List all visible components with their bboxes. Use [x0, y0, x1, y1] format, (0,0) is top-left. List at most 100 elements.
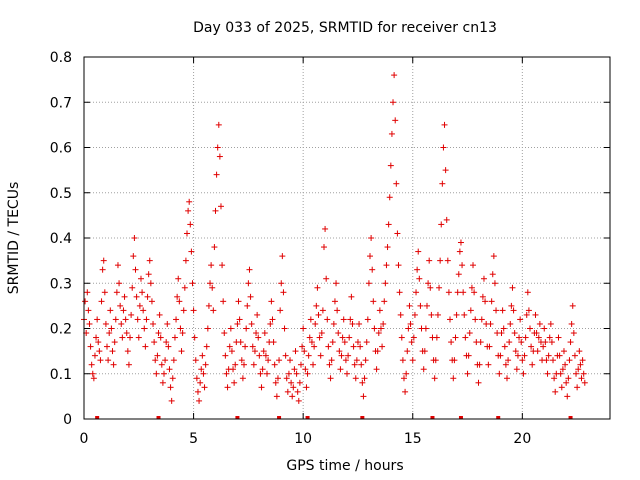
data-point [574, 384, 581, 391]
data-point [142, 343, 149, 350]
data-point [374, 348, 381, 355]
data-point [393, 180, 400, 187]
data-point [349, 320, 356, 327]
data-point [215, 121, 222, 128]
data-point [153, 370, 160, 377]
data-point [540, 343, 547, 350]
data-point [453, 311, 460, 318]
data-point [154, 352, 161, 359]
data-point [166, 366, 173, 373]
data-point [231, 379, 238, 386]
data-point [196, 397, 203, 404]
data-point [199, 352, 206, 359]
data-point [255, 334, 262, 341]
data-point [558, 384, 565, 391]
data-point [445, 289, 452, 296]
data-point [381, 298, 388, 305]
data-point [410, 334, 417, 341]
data-point [141, 325, 148, 332]
axis-mark [235, 416, 240, 419]
data-point [567, 339, 574, 346]
axis-mark [305, 416, 310, 419]
data-point [353, 357, 360, 364]
data-point [541, 325, 548, 332]
data-point [405, 325, 412, 332]
data-point [514, 352, 521, 359]
data-point [316, 334, 323, 341]
data-point [249, 343, 256, 350]
data-point [220, 298, 227, 305]
data-point [500, 325, 507, 332]
data-point [219, 262, 226, 269]
data-point [156, 311, 163, 318]
data-point [486, 343, 493, 350]
data-point [235, 298, 242, 305]
data-point [489, 271, 496, 278]
data-point [569, 302, 576, 309]
data-point [320, 244, 327, 251]
data-point [570, 330, 577, 337]
data-point [314, 284, 321, 291]
data-point [278, 280, 285, 287]
axis-mark [458, 416, 463, 419]
y-tick-label: 0.1 [50, 367, 72, 383]
data-point [464, 370, 471, 377]
data-point [496, 370, 503, 377]
data-point [276, 357, 283, 364]
data-point [110, 361, 117, 368]
data-point [369, 266, 376, 273]
data-point [545, 352, 552, 359]
data-point [162, 357, 169, 364]
data-point [102, 320, 109, 327]
data-point [213, 171, 220, 178]
y-tick-label: 0.4 [50, 231, 72, 247]
data-point [565, 375, 572, 382]
data-point [291, 366, 298, 373]
data-point [431, 375, 438, 382]
data-point [129, 284, 136, 291]
data-point [470, 262, 477, 269]
data-point [426, 257, 433, 264]
data-point [575, 366, 582, 373]
data-point [265, 357, 272, 364]
data-point [189, 280, 196, 287]
data-point [330, 320, 337, 327]
data-point [348, 293, 355, 300]
data-point [269, 316, 276, 323]
data-point [95, 339, 102, 346]
data-point [277, 307, 284, 314]
data-point [226, 343, 233, 350]
data-point [376, 307, 383, 314]
data-point [423, 302, 430, 309]
data-point [261, 330, 268, 337]
data-point [240, 361, 247, 368]
data-point [415, 248, 422, 255]
data-point [444, 257, 451, 264]
data-point [105, 357, 112, 364]
x-tick-label: 20 [513, 431, 531, 447]
data-point [216, 153, 223, 160]
data-point [563, 379, 570, 386]
data-point [148, 298, 155, 305]
data-point [522, 334, 529, 341]
data-point [191, 334, 198, 341]
data-point [440, 144, 447, 151]
data-point [390, 99, 397, 106]
data-point [246, 266, 253, 273]
data-point [319, 307, 326, 314]
data-point [296, 379, 303, 386]
data-point [270, 339, 277, 346]
data-point [345, 352, 352, 359]
data-point [108, 325, 115, 332]
data-point [121, 293, 128, 300]
data-point [289, 393, 296, 400]
data-point [200, 370, 207, 377]
data-point [512, 348, 519, 355]
data-point [478, 316, 485, 323]
data-point [98, 298, 105, 305]
data-points [81, 72, 588, 404]
data-point [394, 230, 401, 237]
data-point [158, 361, 165, 368]
data-point [168, 397, 175, 404]
x-tick-label: 0 [80, 431, 89, 447]
